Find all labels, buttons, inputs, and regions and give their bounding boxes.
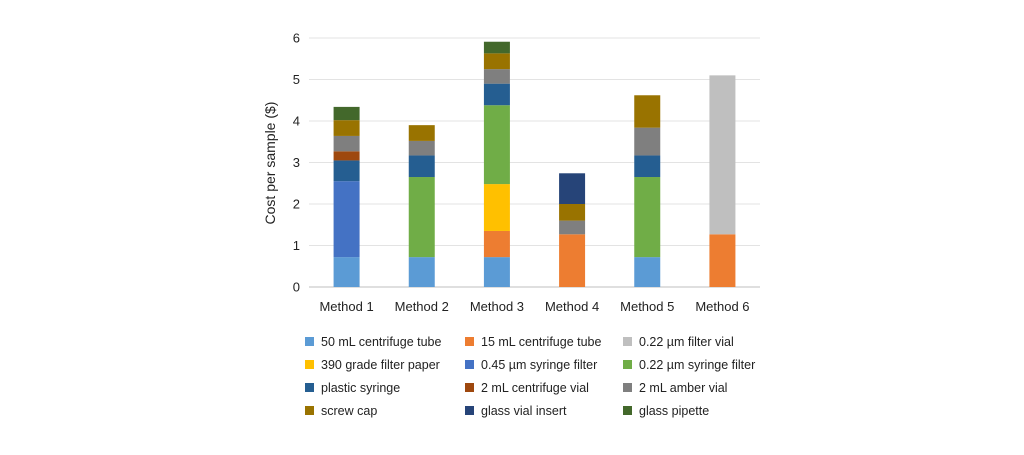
bar-segment <box>709 75 736 235</box>
legend-swatch <box>305 383 314 392</box>
bar-segment <box>333 181 360 258</box>
x-category-label: Method 3 <box>470 299 524 314</box>
y-axis-label: Cost per sample ($) <box>262 102 278 225</box>
bar-segment <box>483 230 510 258</box>
legend-item: 0.22 µm filter vial <box>623 333 773 350</box>
bar-segment <box>483 69 510 84</box>
legend-item: 0.45 µm syringe filter <box>465 356 623 373</box>
bar-segment <box>634 257 661 287</box>
bar-segment <box>408 155 435 178</box>
legend-label: glass vial insert <box>481 403 567 418</box>
legend-swatch <box>305 360 314 369</box>
legend-label: screw cap <box>321 403 378 418</box>
legend-item: 390 grade filter paper <box>305 356 465 373</box>
bar-segment <box>333 106 360 121</box>
bar-segment <box>408 140 435 156</box>
stacked-bar-chart: 0 1 2 3 4 5 6 Method 1 Method 2 Method 3 Method 4… <box>262 31 760 314</box>
legend-item: plastic syringe <box>305 379 465 396</box>
bar-segment <box>408 257 435 287</box>
legend-item: 15 mL centrifuge tube <box>465 333 623 350</box>
bars <box>333 41 736 287</box>
legend-swatch <box>623 406 632 415</box>
y-tick-label: 3 <box>293 155 300 170</box>
legend-item: glass vial insert <box>465 402 623 419</box>
bar-segment <box>634 155 661 178</box>
x-category-label: Method 1 <box>319 299 373 314</box>
bar-segment <box>559 204 586 221</box>
bar-segment <box>709 234 736 287</box>
legend-item: 50 mL centrifuge tube <box>305 333 465 350</box>
legend-label: 2 mL centrifuge vial <box>481 380 589 395</box>
bar-segment <box>483 184 510 231</box>
bar-segment <box>483 53 510 70</box>
y-tick-label: 4 <box>293 114 300 129</box>
legend-swatch <box>305 406 314 415</box>
bar-segment <box>559 234 586 287</box>
legend-swatch <box>465 383 474 392</box>
y-axis-ticks: 0 1 2 3 4 5 6 <box>293 31 300 295</box>
y-tick-label: 0 <box>293 280 300 295</box>
bar-segment <box>559 173 586 204</box>
bar-segment <box>333 160 360 182</box>
bar-segment <box>634 177 661 258</box>
bar-segment <box>333 120 360 136</box>
legend-item: 2 mL centrifuge vial <box>465 379 623 396</box>
legend: 50 mL centrifuge tube 15 mL centrifuge tu… <box>305 333 775 419</box>
gridlines <box>309 37 760 288</box>
legend-label: 0.45 µm syringe filter <box>481 357 598 372</box>
legend-swatch <box>305 337 314 346</box>
x-category-label: Method 5 <box>620 299 674 314</box>
legend-label: 0.22 µm syringe filter <box>639 357 756 372</box>
y-tick-label: 5 <box>293 72 300 87</box>
legend-label: glass pipette <box>639 403 710 418</box>
bar-segment <box>333 151 360 161</box>
y-tick-label: 6 <box>293 31 300 46</box>
x-axis-categories: Method 1 Method 2 Method 3 Method 4 Method 5… <box>319 299 749 314</box>
legend-swatch <box>623 383 632 392</box>
legend-label: plastic syringe <box>321 380 401 395</box>
bar-segment <box>483 41 510 54</box>
legend-label: 0.22 µm filter vial <box>639 334 734 349</box>
legend-item: screw cap <box>305 402 465 419</box>
bar-segment <box>559 220 586 235</box>
x-category-label: Method 4 <box>545 299 599 314</box>
y-tick-label: 2 <box>293 197 300 212</box>
legend-swatch <box>465 337 474 346</box>
bar-segment <box>483 257 510 287</box>
legend-label: 15 mL centrifuge tube <box>481 334 602 349</box>
legend-swatch <box>623 360 632 369</box>
legend-item: glass pipette <box>623 402 773 419</box>
legend-swatch <box>623 337 632 346</box>
bar-segment <box>408 177 435 258</box>
bar-segment <box>333 135 360 152</box>
bar-segment <box>408 125 435 141</box>
x-category-label: Method 2 <box>395 299 449 314</box>
x-category-label: Method 6 <box>695 299 749 314</box>
legend-label: 390 grade filter paper <box>321 357 440 372</box>
bar-segment <box>634 127 661 156</box>
legend-item: 2 mL amber vial <box>623 379 773 396</box>
legend-label: 50 mL centrifuge tube <box>321 334 442 349</box>
bar-segment <box>634 95 661 128</box>
bar-segment <box>483 105 510 185</box>
bar-segment <box>483 83 510 106</box>
legend-swatch <box>465 406 474 415</box>
legend-item: 0.22 µm syringe filter <box>623 356 773 373</box>
legend-swatch <box>465 360 474 369</box>
y-tick-label: 1 <box>293 238 300 253</box>
legend-label: 2 mL amber vial <box>639 380 728 395</box>
bar-segment <box>333 257 360 287</box>
